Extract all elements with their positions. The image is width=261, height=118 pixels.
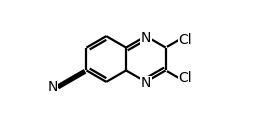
Text: N: N bbox=[141, 76, 151, 90]
Text: N: N bbox=[48, 80, 58, 94]
Text: Cl: Cl bbox=[179, 33, 192, 47]
Text: N: N bbox=[141, 31, 151, 45]
Text: Cl: Cl bbox=[179, 71, 192, 85]
